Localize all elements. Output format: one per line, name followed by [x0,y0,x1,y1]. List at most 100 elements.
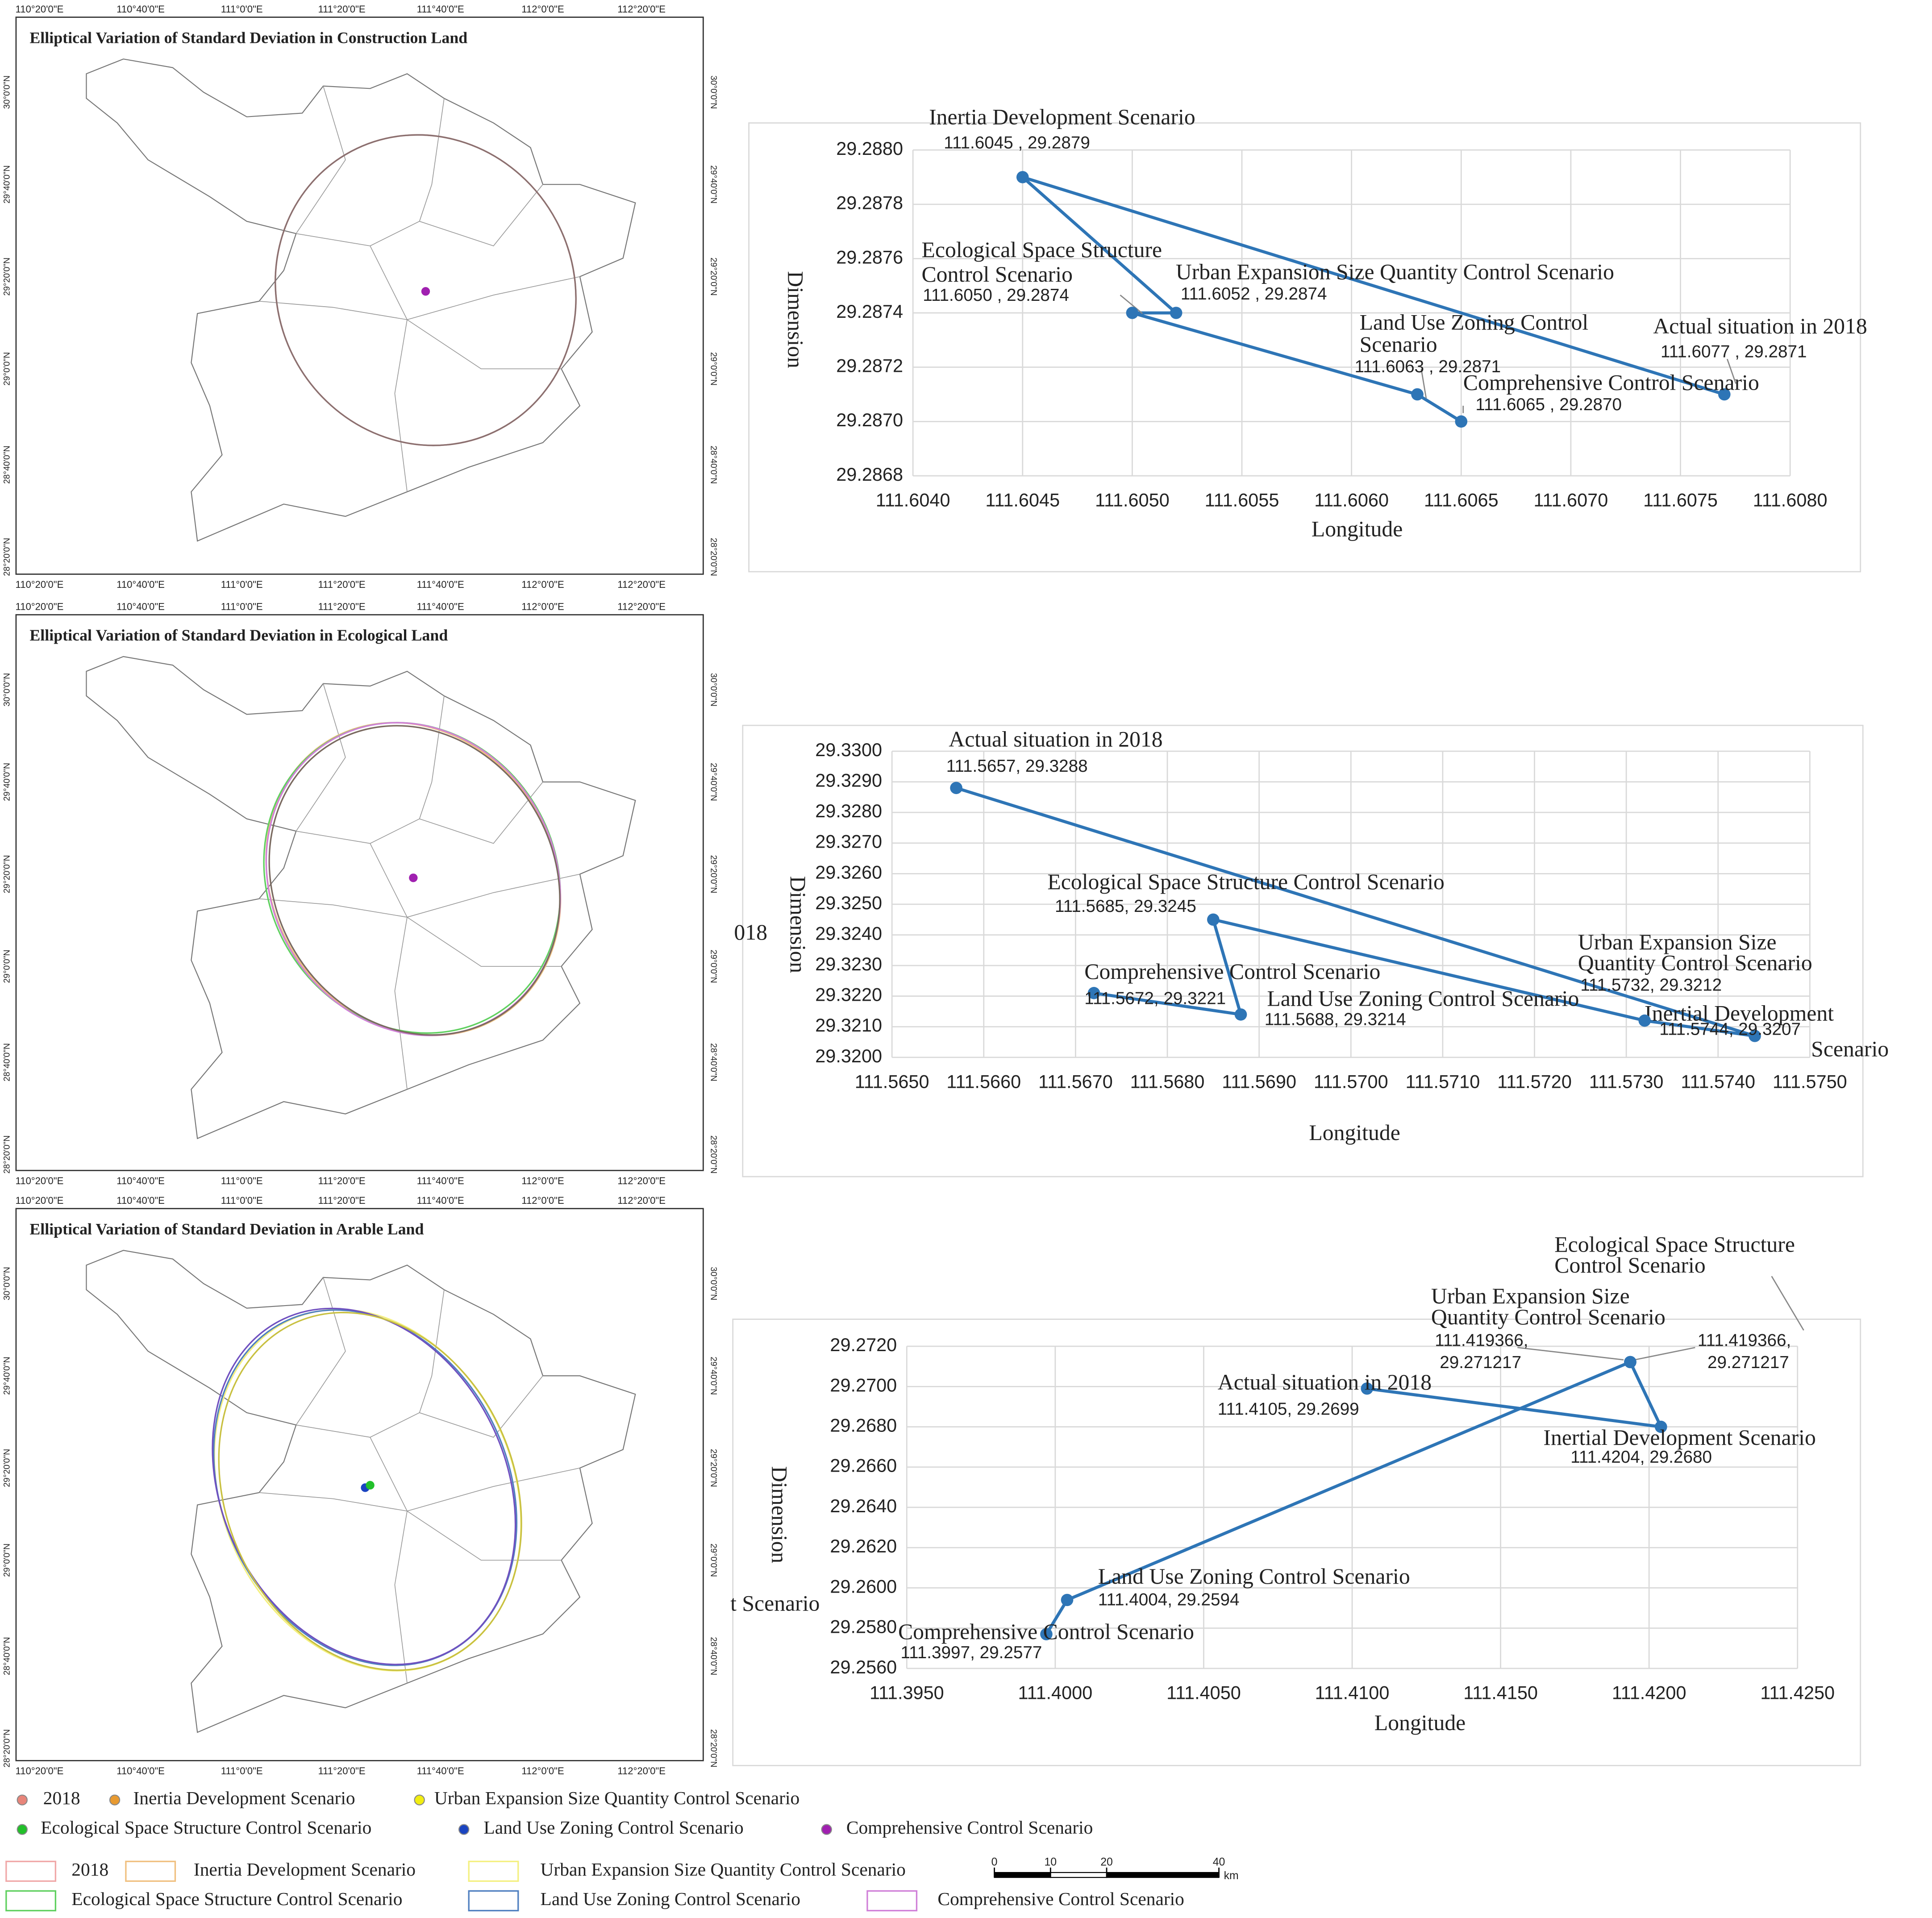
lat-label: 30°0'0"N [708,75,718,109]
lat-label: 29°20'0"N [708,1449,718,1487]
lat-label: 28°20'0"N [708,538,718,576]
point-name: Scenario [1360,332,1437,357]
sde-ellipse [275,134,577,446]
map-district [407,1510,562,1561]
data-point [1455,415,1468,428]
value-label: 111.419366, [1698,1331,1791,1350]
y-tick-label: 29.2680 [830,1415,897,1436]
y-tick-label: 29.3200 [815,1046,882,1066]
lon-label: 110°20'0"E [16,1765,64,1777]
data-point [1207,913,1220,926]
legend-label: Inertia Development Scenario [133,1788,355,1808]
lat-label: 29°20'0"N [3,1449,12,1487]
value-label: 111.6077 , 29.2871 [1661,342,1807,362]
lon-label: 111°0'0"E [221,579,263,590]
data-point [1016,171,1029,183]
lon-label: 111°0'0"E [221,1175,263,1186]
lon-label: 112°0'0"E [521,4,564,15]
lon-label: 110°40'0"E [117,1195,165,1206]
chart-frame [742,724,1864,1177]
lat-label: 28°20'0"N [708,1136,718,1174]
map-district [296,1277,346,1425]
y-tick-label: 29.2868 [836,464,903,485]
value-label: 111.6050 , 29.2874 [923,286,1069,305]
lat-label: 29°0'0"N [3,352,12,386]
point-name: Comprehensive Control Scenario [1084,959,1380,984]
x-tick-label: 111.3950 [870,1683,944,1703]
scale-label: 0 [991,1856,998,1868]
legend-point [17,1824,28,1835]
y-tick-label: 29.2700 [830,1375,897,1395]
legend-label: Land Use Zoning Control Scenario [541,1889,800,1909]
y-tick-label: 29.3250 [815,893,882,913]
lon-label: 112°20'0"E [617,1195,666,1206]
leader-line [1517,1347,1624,1360]
point-name: Actual situation in 2018 [1653,314,1867,338]
point-name: Comprehensive Control Scenario [1463,370,1759,395]
lat-label: 29°20'0"N [3,855,12,894]
y-tick-label: 29.2620 [830,1536,897,1556]
data-point [1624,1356,1636,1369]
chart-frame [748,122,1861,573]
y-tick-label: 29.3260 [815,862,882,882]
scale-label: 40 [1213,1856,1225,1868]
scale-label: 20 [1100,1856,1113,1868]
mean-center [409,874,418,882]
x-tick-label: 111.5750 [1773,1072,1847,1092]
lat-label: 28°40'0"N [3,1637,12,1675]
lon-label: 111°40'0"E [417,601,464,612]
y-tick-label: 29.2872 [836,356,903,376]
lon-label: 111°40'0"E [417,1175,464,1186]
map-frame [15,614,704,1171]
x-tick-label: 111.6070 [1534,490,1608,511]
x-tick-label: 111.6060 [1314,490,1389,511]
scale-label: 10 [1044,1856,1057,1868]
lat-label: 29°40'0"N [3,763,12,801]
lon-label: 110°40'0"E [117,579,165,590]
data-point [1411,388,1424,401]
lat-label: 29°40'0"N [3,165,12,204]
lon-label: 111°40'0"E [417,579,464,590]
x-tick-label: 111.4200 [1612,1683,1686,1703]
legend-box [468,1860,519,1882]
lon-label: 111°0'0"E [221,4,263,15]
mean-center [421,287,430,296]
point-name: Ecological Space Structure [1554,1232,1795,1256]
value-label: 29.271217 [1440,1353,1521,1372]
data-line [1021,175,1725,423]
lon-label: 110°20'0"E [16,4,64,15]
lat-label: 28°40'0"N [3,1043,12,1082]
lon-label: 112°0'0"E [521,1175,564,1186]
point-name: Urban Expansion Size Quantity Control Sc… [1176,260,1614,284]
lon-label: 110°20'0"E [16,1175,64,1186]
data-point [1087,987,1100,999]
value-label: 111.5657, 29.3288 [946,757,1088,776]
point-name: Actual situation in 2018 [1218,1370,1432,1394]
lon-label: 112°0'0"E [521,579,564,590]
data-point [1126,307,1139,319]
y-tick-label: 29.2878 [836,193,903,213]
lat-label: 29°40'0"N [708,763,718,801]
lon-label: 112°20'0"E [617,1175,666,1186]
x-tick-label: 111.5720 [1497,1072,1572,1092]
map-district [370,1437,408,1683]
point-name: Quantity Control Scenario [1431,1305,1666,1329]
y-tick-label: 29.3240 [815,923,882,944]
lat-label: 29°40'0"N [708,165,718,204]
mean-center [366,1481,375,1490]
x-tick-label: 111.5730 [1589,1072,1664,1092]
clipped-text: t Scenario [730,1591,820,1616]
data-point [1718,388,1731,401]
x-tick-label: 111.6045 [985,490,1060,511]
leader-line [1726,358,1736,384]
legend-label: 2018 [71,1859,108,1880]
point-name: Ecological Space Structure Control Scena… [1047,870,1445,894]
value-label: 111.5672, 29.3221 [1084,989,1226,1008]
x-tick-label: 111.4100 [1315,1683,1390,1703]
value-label: 111.4105, 29.2699 [1218,1400,1359,1419]
legend-point [821,1824,832,1835]
lon-label: 110°40'0"E [117,601,165,612]
value-label: 29.271217 [1707,1353,1789,1372]
legend-point [458,1824,470,1835]
